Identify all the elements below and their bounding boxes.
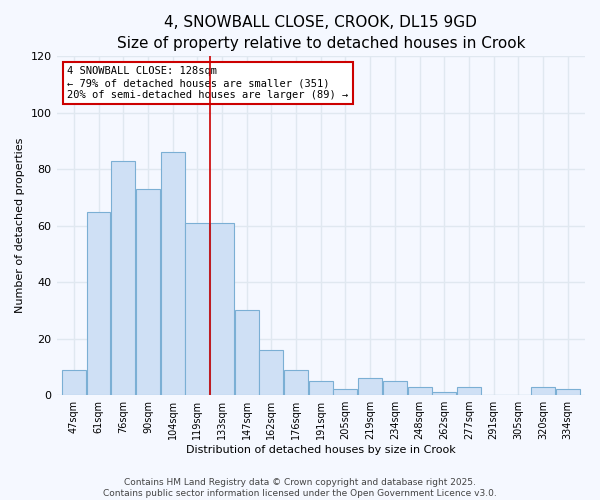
Bar	[136, 189, 160, 395]
Bar	[86, 212, 110, 395]
Bar	[62, 370, 86, 395]
Bar	[235, 310, 259, 395]
Bar	[259, 350, 283, 395]
Bar	[383, 381, 407, 395]
Y-axis label: Number of detached properties: Number of detached properties	[15, 138, 25, 314]
Bar	[284, 370, 308, 395]
Bar	[185, 223, 209, 395]
Bar	[432, 392, 456, 395]
Text: 4 SNOWBALL CLOSE: 128sqm
← 79% of detached houses are smaller (351)
20% of semi-: 4 SNOWBALL CLOSE: 128sqm ← 79% of detach…	[67, 66, 349, 100]
Bar	[556, 390, 580, 395]
Title: 4, SNOWBALL CLOSE, CROOK, DL15 9GD
Size of property relative to detached houses : 4, SNOWBALL CLOSE, CROOK, DL15 9GD Size …	[116, 15, 525, 51]
Bar	[358, 378, 382, 395]
Text: Contains HM Land Registry data © Crown copyright and database right 2025.
Contai: Contains HM Land Registry data © Crown c…	[103, 478, 497, 498]
Bar	[111, 161, 135, 395]
X-axis label: Distribution of detached houses by size in Crook: Distribution of detached houses by size …	[186, 445, 455, 455]
Bar	[407, 386, 431, 395]
Bar	[161, 152, 185, 395]
Bar	[334, 390, 358, 395]
Bar	[531, 386, 555, 395]
Bar	[309, 381, 333, 395]
Bar	[457, 386, 481, 395]
Bar	[210, 223, 234, 395]
